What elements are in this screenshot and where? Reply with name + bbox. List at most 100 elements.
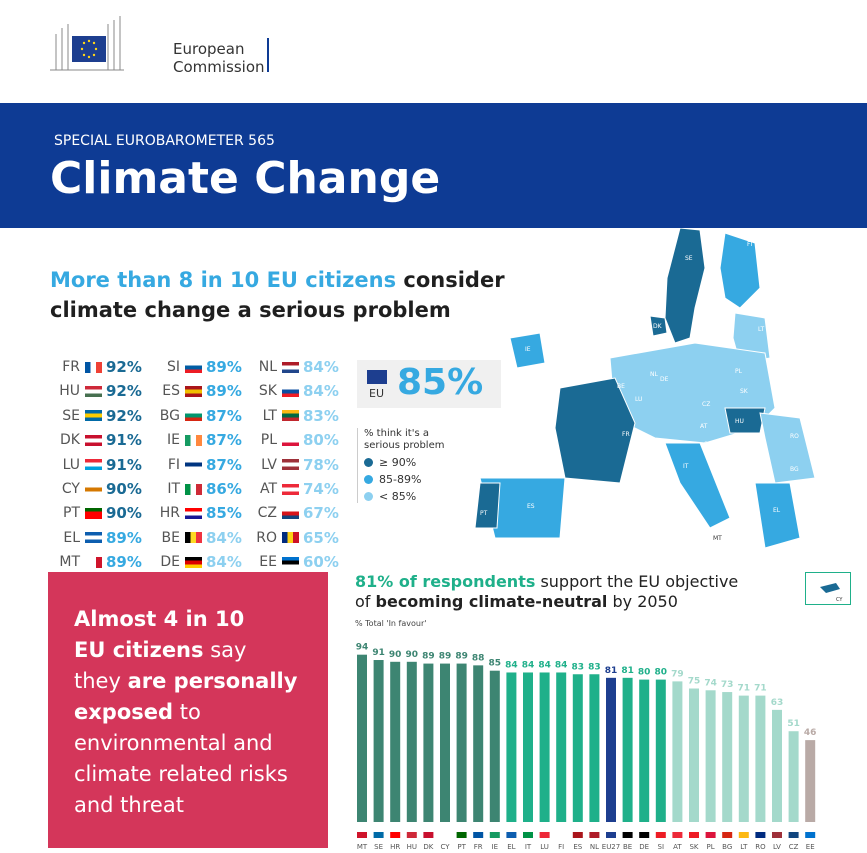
country-percent: 86% xyxy=(206,480,242,498)
flag-icon xyxy=(705,832,716,838)
bar-value-label: 83 xyxy=(588,662,601,672)
bar-value-label: 89 xyxy=(439,652,452,662)
flag-icon xyxy=(606,832,616,838)
flag-icon xyxy=(85,483,102,495)
bar-value-label: 51 xyxy=(787,719,800,729)
org-line-1: European xyxy=(173,40,245,58)
category-label: DK xyxy=(423,843,433,851)
headline-text: consider xyxy=(396,268,505,292)
country-row: HR 85% xyxy=(150,502,242,524)
exposure-callout: Almost 4 in 10 EU citizens say they are … xyxy=(48,572,328,848)
flag-icon xyxy=(689,832,699,838)
country-code: BE xyxy=(161,529,180,546)
flag-icon xyxy=(655,832,666,838)
country-percent: 87% xyxy=(206,431,242,450)
eu-commission-logo xyxy=(48,14,126,72)
country-row: HU 92% xyxy=(50,380,142,402)
country-row: DK 91% xyxy=(50,429,142,451)
bar-eu27 xyxy=(606,677,616,822)
flag-icon xyxy=(506,832,517,838)
country-row: SI 89% xyxy=(150,356,242,378)
country-row: LT 83% xyxy=(247,405,339,427)
eu-average-box: EU 85% xyxy=(357,360,501,408)
bar-de xyxy=(639,679,650,822)
country-code: PT xyxy=(63,505,80,522)
country-row: DE 84% xyxy=(150,551,242,573)
country-code: NL xyxy=(258,359,277,375)
country-code: FI xyxy=(167,456,180,473)
map-hu xyxy=(724,407,766,434)
country-code: LT xyxy=(262,407,277,424)
country-row: SK 84% xyxy=(247,380,339,402)
map-label: FR xyxy=(622,431,630,438)
bar-value-label: 73 xyxy=(721,680,734,690)
category-label: IT xyxy=(525,843,532,851)
bar-lu xyxy=(539,672,550,822)
bar-ie xyxy=(489,670,500,822)
map-label: HR xyxy=(715,451,724,458)
bar-value-label: 79 xyxy=(671,669,684,679)
category-label: CZ xyxy=(789,843,799,851)
flag-icon xyxy=(639,832,650,838)
bar-bg xyxy=(722,692,733,822)
map-dk xyxy=(649,315,668,337)
country-percent: 90% xyxy=(106,504,142,523)
category-label: SE xyxy=(374,843,383,851)
bar-mt xyxy=(357,654,367,822)
category-label: EE xyxy=(806,843,815,851)
category-label: ES xyxy=(573,843,582,851)
flag-icon xyxy=(805,832,816,838)
map-fi xyxy=(719,232,761,309)
country-code: SE xyxy=(62,407,80,424)
europe-map: SE FI EE LV LT DK IE NL BE LU DE PL CZ SK AT HU RO BG FR SI… xyxy=(474,228,816,549)
eu-label: EU xyxy=(369,387,385,400)
category-label: SK xyxy=(689,843,698,851)
eu-flag-icon xyxy=(367,370,387,384)
bar-fi xyxy=(556,672,567,822)
flag-icon xyxy=(282,459,299,471)
country-row: LV 78% xyxy=(247,454,339,476)
map-label: DE xyxy=(660,376,669,383)
country-code: EE xyxy=(259,554,277,571)
country-row: AT 74% xyxy=(247,478,339,500)
flag-icon xyxy=(85,385,102,397)
country-percent: 83% xyxy=(303,406,339,425)
series-label: SPECIAL EUROBAROMETER 565 xyxy=(54,133,275,149)
bar-value-label: 90 xyxy=(389,650,402,660)
flag-icon xyxy=(456,832,467,838)
country-percent: 84% xyxy=(206,553,242,572)
flag-icon xyxy=(572,832,583,838)
chart-subtitle: % Total 'In favour' xyxy=(355,619,427,628)
country-percent: 87% xyxy=(206,406,242,425)
flag-icon xyxy=(282,483,299,495)
bar-lt xyxy=(738,695,749,822)
headline-highlight: More than 8 in 10 EU citizens xyxy=(50,268,397,292)
map-legend: % think it's a serious problem ≥ 90% 85-… xyxy=(357,428,467,503)
country-code: LU xyxy=(62,456,80,473)
legend-item: ≥ 90% xyxy=(364,456,467,469)
country-percent: 89% xyxy=(106,553,142,572)
category-label: BE xyxy=(623,843,632,851)
country-percent: 92% xyxy=(106,382,142,401)
flag-icon xyxy=(556,832,567,838)
country-code: SK xyxy=(258,383,277,400)
map-fr xyxy=(554,377,636,484)
bar-value-label: 91 xyxy=(372,648,385,658)
map-label: LU xyxy=(635,396,642,403)
country-row: PT 90% xyxy=(50,502,142,524)
bar-dk xyxy=(423,663,434,822)
bar-value-label: 74 xyxy=(704,678,717,688)
country-percent: 91% xyxy=(106,455,142,474)
bar-chart: 94 MT 91 SE 90 HR 90 HU 89 DK 89 CY 89 PT 88 FR 85 IE 84 EL… xyxy=(356,643,817,851)
map-label: CZ xyxy=(702,401,710,408)
country-code: AT xyxy=(259,481,277,497)
category-label: EU27 xyxy=(602,843,620,851)
bar-cy xyxy=(440,663,450,822)
flag-icon xyxy=(85,361,102,373)
map-label: SK xyxy=(740,388,749,395)
bar-value-label: 84 xyxy=(555,660,568,670)
bar-hr xyxy=(390,661,401,822)
map-label: ES xyxy=(527,503,535,510)
flag-icon xyxy=(523,832,533,838)
map-label: LV xyxy=(760,308,768,315)
